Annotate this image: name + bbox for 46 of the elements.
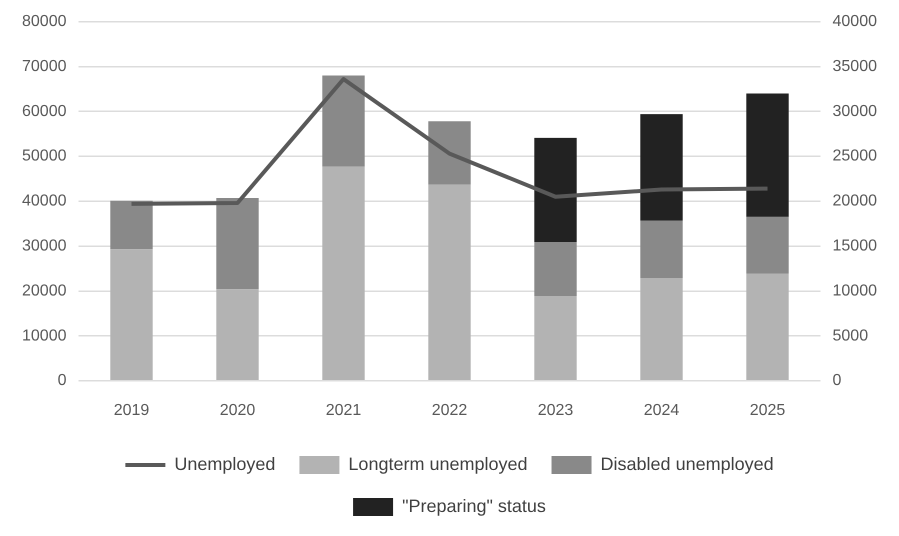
y2-tick-label: 35000 xyxy=(832,58,878,75)
bar xyxy=(428,184,471,380)
y-tick-label: 40000 xyxy=(22,192,67,210)
x-tick-label: 2024 xyxy=(644,402,680,419)
y-tick-label: 10000 xyxy=(22,327,67,344)
bar xyxy=(216,289,259,380)
y-tick-label: 60000 xyxy=(22,102,67,120)
bar xyxy=(322,75,365,167)
y2-tick-label: 10000 xyxy=(832,282,878,300)
bar xyxy=(110,249,153,380)
legend-label: "Preparing" status xyxy=(402,496,546,516)
bar xyxy=(216,198,259,290)
x-tick-label: 2019 xyxy=(114,402,150,419)
bar xyxy=(534,242,577,296)
y2-tick-label: 20000 xyxy=(832,192,878,210)
y-tick-label: 80000 xyxy=(22,13,67,30)
bar xyxy=(746,93,789,217)
bar xyxy=(110,200,153,250)
x-tick-label: 2023 xyxy=(538,402,574,419)
y-tick-label: 20000 xyxy=(22,282,67,300)
bar xyxy=(640,278,683,380)
bar xyxy=(534,296,577,380)
y2-tick-label: 5000 xyxy=(832,327,868,344)
x-tick-label: 2022 xyxy=(432,402,468,419)
y2-tick-label: 30000 xyxy=(832,102,878,120)
y-tick-label: 0 xyxy=(58,372,67,390)
bar xyxy=(746,273,789,380)
y-tick-label: 70000 xyxy=(22,58,67,75)
bar xyxy=(640,220,683,278)
x-tick-label: 2025 xyxy=(750,402,786,419)
bar xyxy=(746,216,789,274)
bar xyxy=(428,121,471,185)
y2-tick-label: 40000 xyxy=(832,13,878,30)
bar xyxy=(534,138,577,242)
y2-tick-label: 15000 xyxy=(832,238,878,255)
x-tick-label: 2020 xyxy=(220,402,256,419)
y2-tick-label: 0 xyxy=(832,372,842,390)
bar xyxy=(640,114,683,221)
bar xyxy=(322,166,365,380)
legend-label: Longterm unemployed xyxy=(348,454,528,474)
x-tick-label: 2021 xyxy=(326,402,362,419)
legend-label: Unemployed xyxy=(174,454,276,474)
y-tick-label: 50000 xyxy=(22,148,67,165)
legend-label: Disabled unemployed xyxy=(600,454,774,474)
y2-tick-label: 25000 xyxy=(832,148,878,165)
y-tick-label: 30000 xyxy=(22,238,67,255)
